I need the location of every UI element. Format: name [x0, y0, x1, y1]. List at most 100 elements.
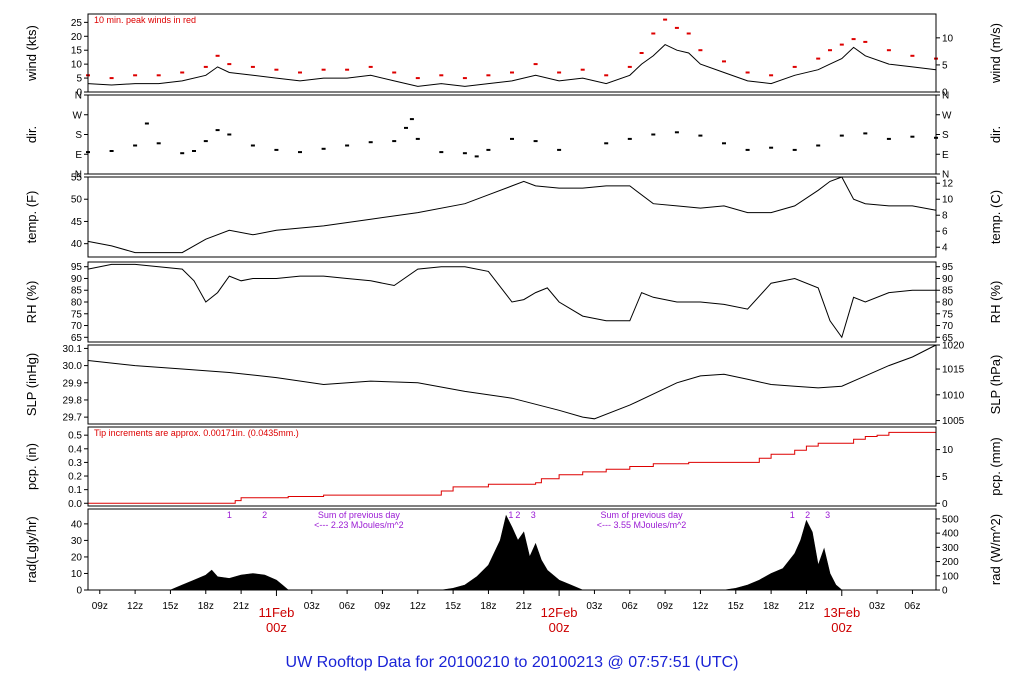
rad-marker: 2 — [262, 510, 267, 520]
rad-marker: 1 — [227, 510, 232, 520]
slp-left-tick-label: 29.7 — [63, 413, 83, 424]
pcp-left-tick-label: 0.1 — [68, 485, 82, 496]
wind-series-1-point — [345, 68, 350, 71]
x-tick-label: 09z — [374, 601, 390, 612]
temp-left-tick-label: 55 — [71, 173, 83, 184]
temp-series-line — [87, 176, 937, 254]
dir-series-0-point — [404, 126, 408, 129]
rad-marker: 1 — [508, 510, 513, 520]
wind-series-1-point — [651, 32, 656, 35]
rh-ylabel-left: RH (%) — [24, 281, 39, 324]
x-tick-label: 15z — [445, 601, 461, 612]
rad-marker: 1 — [790, 510, 795, 520]
rh-right-tick-label: 65 — [942, 333, 954, 344]
x-day-zulu: 00z — [266, 620, 287, 635]
dir-series-0-point — [486, 148, 491, 151]
rad-marker: 2 — [515, 510, 520, 520]
wind-series-1-point — [745, 71, 750, 74]
slp-left-tick-label: 29.8 — [63, 395, 83, 406]
rh-right-tick-label: 95 — [942, 262, 954, 273]
panel-wind: 0 5 10 15 20 25 0 5 10 wind (kts) wind (m/s) 10 min… — [24, 13, 1003, 99]
slp-left-tick-label: 30.1 — [63, 344, 83, 355]
dir-series-0-point — [321, 147, 326, 150]
slp-ylabel-left: SLP (inHg) — [24, 353, 39, 416]
pcp-left-tick-label: 0.0 — [68, 499, 82, 510]
wind-series-1-point — [674, 26, 679, 29]
x-tick-label: 06z — [339, 601, 355, 612]
wind-annotation: 10 min. peak winds in red — [94, 15, 196, 25]
rh-ylabel-right: RH (%) — [988, 281, 1003, 324]
chart-title: UW Rooftop Data for 20100210 to 20100213… — [286, 654, 739, 671]
dir-series-0-point — [886, 137, 891, 140]
panel-slp: 29.7 29.8 29.9 30.0 30.1 1005 1010 1015 1020 SLP … — [24, 341, 1003, 428]
dir-series-0-point — [203, 140, 208, 143]
wind-right-tick-label: 0 — [942, 88, 948, 99]
pcp-right-tick-label: 0 — [942, 499, 948, 510]
dir-series-0-point — [816, 144, 821, 147]
wind-series-1-point — [227, 63, 232, 66]
temp-left-tick-label: 40 — [71, 239, 83, 250]
x-tick-label: 21z — [798, 601, 814, 612]
x-tick-label: 06z — [622, 601, 638, 612]
dir-series-0-point — [745, 148, 750, 151]
wind-series-1-point — [722, 60, 726, 63]
dir-series-0-point — [345, 144, 350, 147]
wind-series-1-point — [639, 52, 644, 54]
wind-series-line — [87, 44, 937, 87]
rad-left-tick-label: 10 — [71, 569, 83, 580]
slp-right-tick-label: 1015 — [942, 365, 965, 376]
x-tick-label: 21z — [516, 601, 532, 612]
wind-series-1-point — [392, 71, 397, 74]
dir-right-tick-label: E — [942, 150, 949, 161]
pcp-right-tick-label: 10 — [942, 445, 954, 456]
x-day-date: 12Feb — [541, 605, 578, 620]
dir-right-tick-label: N — [942, 91, 949, 102]
wind-series-1-point — [133, 74, 138, 77]
pcp-series-line — [88, 431, 936, 504]
dir-series-0-point — [557, 148, 562, 151]
slp-left-tick-label: 30.0 — [63, 361, 83, 372]
dir-series-0-point — [109, 150, 114, 152]
dir-right-tick-label: S — [942, 130, 949, 141]
wind-series-1-point — [828, 49, 832, 52]
pcp-left-tick-label: 0.4 — [68, 444, 82, 455]
rad-marker: 3 — [825, 510, 830, 520]
dir-series-0-point — [698, 134, 703, 137]
wind-series-1-point — [368, 65, 373, 68]
dir-series-0-point — [474, 155, 479, 158]
wind-left-tick-label: 5 — [76, 74, 82, 85]
dir-series-0-point — [439, 151, 444, 154]
wind-series-1-point — [250, 65, 255, 68]
dir-left-tick-label: E — [75, 150, 82, 161]
x-tick-label: 09z — [657, 601, 673, 612]
wind-series-1-point — [851, 38, 856, 41]
panel-pcp: 0.0 0.1 0.2 0.3 0.4 0.5 0 5 10 pcp. (in) pcp. (mm)… — [24, 426, 1003, 510]
x-tick-label: 15z — [728, 601, 744, 612]
dir-series-0-point — [298, 151, 302, 154]
wind-right-tick-label: 10 — [942, 33, 954, 44]
dir-ylabel-left: dir. — [24, 126, 39, 143]
dir-series-0-point — [192, 150, 196, 152]
rh-series-line — [87, 263, 936, 339]
wind-series-1-point — [486, 74, 491, 77]
dir-series-0-point — [250, 144, 255, 147]
wind-series-1-point — [792, 65, 797, 68]
wind-left-tick-label: 10 — [71, 60, 83, 71]
rh-left-tick-label: 75 — [71, 309, 83, 320]
rad-series-area — [88, 514, 936, 591]
rad-annotation: Sum of previous day — [601, 510, 684, 520]
wind-series-1-point — [604, 74, 609, 77]
pcp-ylabel-left: pcp. (in) — [24, 443, 39, 490]
dir-series-0-point — [274, 148, 279, 151]
x-tick-label: 21z — [233, 601, 249, 612]
wind-series-1-point — [839, 43, 844, 46]
x-axis: 09z 12z 15z 18z 21z 03z 06z 09z 12z 15z 18z 21z 03z 0… — [92, 590, 921, 635]
x-day-zulu: 00z — [549, 620, 570, 635]
rad-marker: 2 — [805, 510, 810, 520]
rad-annotation: Sum of previous day — [318, 510, 401, 520]
rh-left-tick-label: 70 — [71, 321, 83, 332]
